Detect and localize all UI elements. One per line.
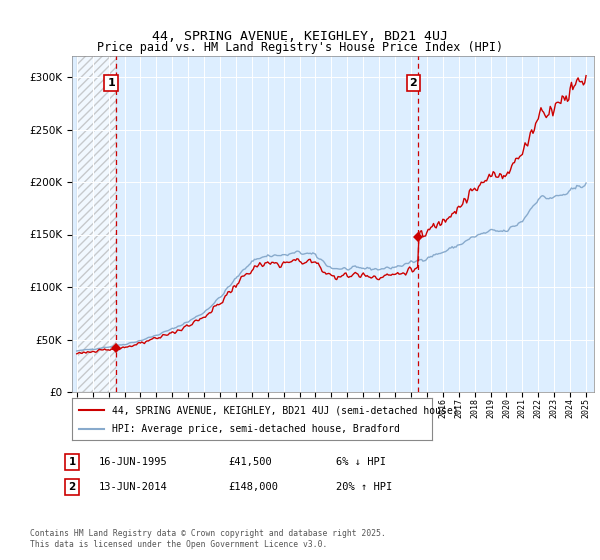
Text: 16-JUN-1995: 16-JUN-1995 bbox=[99, 457, 168, 467]
Text: Contains HM Land Registry data © Crown copyright and database right 2025.
This d: Contains HM Land Registry data © Crown c… bbox=[30, 529, 386, 549]
Text: £41,500: £41,500 bbox=[228, 457, 272, 467]
Text: 44, SPRING AVENUE, KEIGHLEY, BD21 4UJ (semi-detached house): 44, SPRING AVENUE, KEIGHLEY, BD21 4UJ (s… bbox=[112, 405, 458, 415]
Text: 20% ↑ HPI: 20% ↑ HPI bbox=[336, 482, 392, 492]
Text: 13-JUN-2014: 13-JUN-2014 bbox=[99, 482, 168, 492]
Text: 1: 1 bbox=[107, 78, 115, 88]
Text: 44, SPRING AVENUE, KEIGHLEY, BD21 4UJ: 44, SPRING AVENUE, KEIGHLEY, BD21 4UJ bbox=[152, 30, 448, 43]
Text: Price paid vs. HM Land Registry's House Price Index (HPI): Price paid vs. HM Land Registry's House … bbox=[97, 41, 503, 54]
Text: HPI: Average price, semi-detached house, Bradford: HPI: Average price, semi-detached house,… bbox=[112, 424, 400, 434]
Text: 2: 2 bbox=[68, 482, 76, 492]
Text: 2: 2 bbox=[409, 78, 417, 88]
Text: 6% ↓ HPI: 6% ↓ HPI bbox=[336, 457, 386, 467]
Text: £148,000: £148,000 bbox=[228, 482, 278, 492]
Text: 1: 1 bbox=[68, 457, 76, 467]
Bar bbox=[77, 56, 116, 392]
